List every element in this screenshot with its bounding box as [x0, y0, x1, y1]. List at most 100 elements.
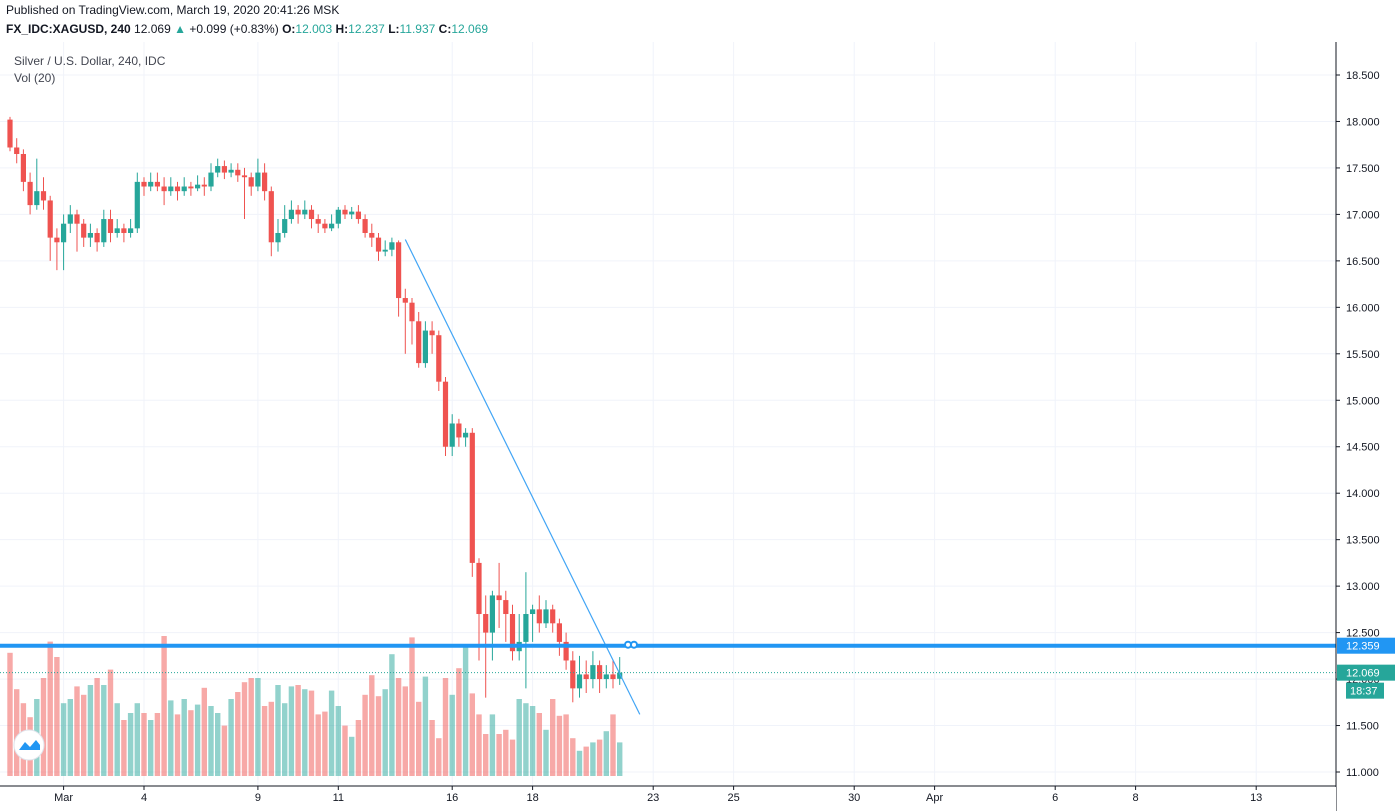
- candle[interactable]: [128, 219, 134, 238]
- candle[interactable]: [449, 414, 455, 457]
- candle[interactable]: [530, 604, 536, 642]
- candle[interactable]: [241, 167, 248, 220]
- candle[interactable]: [543, 600, 549, 628]
- candle[interactable]: [489, 590, 495, 661]
- candle[interactable]: [27, 172, 33, 215]
- volume-study-label[interactable]: Vol (20): [14, 71, 56, 85]
- candle[interactable]: [603, 665, 609, 689]
- candle[interactable]: [81, 219, 87, 247]
- candle[interactable]: [161, 177, 167, 206]
- candle[interactable]: [181, 177, 187, 196]
- candle[interactable]: [536, 595, 542, 633]
- candle[interactable]: [268, 186, 274, 257]
- candle[interactable]: [503, 590, 509, 642]
- candle[interactable]: [369, 223, 375, 247]
- candle[interactable]: [262, 163, 268, 201]
- horizontal-line-price-tag[interactable]: [1337, 637, 1395, 654]
- candle[interactable]: [610, 660, 616, 689]
- trendline[interactable]: [404, 239, 641, 715]
- candle[interactable]: [442, 377, 449, 457]
- candle[interactable]: [67, 205, 73, 233]
- candle[interactable]: [563, 632, 569, 670]
- candle[interactable]: [40, 177, 47, 210]
- candle[interactable]: [389, 237, 395, 257]
- candle[interactable]: [469, 428, 475, 577]
- candle[interactable]: [215, 158, 221, 178]
- candle[interactable]: [496, 562, 502, 628]
- candle[interactable]: [288, 200, 294, 224]
- candle[interactable]: [570, 651, 576, 703]
- time-axis[interactable]: Mar 4 9 11 16 18 23 25 30 Apr 6 8 13: [0, 785, 1336, 811]
- candlesticks[interactable]: [7, 116, 623, 703]
- candle[interactable]: [523, 572, 529, 689]
- candle[interactable]: [188, 181, 194, 196]
- candle[interactable]: [34, 158, 40, 210]
- candle[interactable]: [362, 214, 368, 238]
- candle[interactable]: [228, 163, 234, 178]
- candle[interactable]: [201, 177, 207, 196]
- candle[interactable]: [583, 660, 589, 694]
- candle[interactable]: [134, 172, 140, 233]
- candle[interactable]: [7, 116, 13, 152]
- candle[interactable]: [436, 330, 442, 391]
- candle[interactable]: [14, 138, 20, 164]
- candle[interactable]: [476, 558, 482, 661]
- candle[interactable]: [141, 177, 147, 196]
- candle[interactable]: [416, 311, 422, 368]
- candle[interactable]: [282, 205, 288, 238]
- candle[interactable]: [295, 205, 301, 224]
- candle[interactable]: [107, 209, 114, 243]
- candle[interactable]: [335, 206, 341, 229]
- candle[interactable]: [349, 206, 355, 220]
- candle[interactable]: [208, 163, 214, 192]
- candle[interactable]: [355, 205, 361, 224]
- candle[interactable]: [87, 223, 93, 247]
- candle[interactable]: [54, 228, 60, 271]
- candle[interactable]: [429, 321, 435, 354]
- candle[interactable]: [154, 172, 160, 192]
- candle[interactable]: [396, 240, 402, 317]
- candle[interactable]: [422, 321, 428, 368]
- candle[interactable]: [463, 428, 469, 447]
- candle[interactable]: [597, 660, 603, 694]
- candle[interactable]: [576, 655, 583, 698]
- candle[interactable]: [409, 298, 415, 345]
- candle[interactable]: [382, 240, 388, 257]
- candle[interactable]: [255, 158, 261, 192]
- candle[interactable]: [329, 214, 335, 232]
- candle[interactable]: [275, 219, 281, 252]
- candle[interactable]: [315, 214, 321, 233]
- candle[interactable]: [94, 228, 100, 252]
- candle[interactable]: [148, 172, 154, 192]
- candle[interactable]: [74, 209, 80, 252]
- series-title[interactable]: Silver / U.S. Dollar, 240, IDC: [14, 54, 166, 68]
- candle[interactable]: [516, 614, 522, 661]
- candle[interactable]: [47, 195, 53, 261]
- candle[interactable]: [322, 219, 328, 233]
- candle[interactable]: [456, 418, 462, 447]
- candle[interactable]: [235, 163, 241, 182]
- candle[interactable]: [121, 223, 127, 243]
- candle[interactable]: [402, 288, 408, 354]
- candle[interactable]: [308, 205, 315, 229]
- candle[interactable]: [590, 651, 596, 689]
- tradingview-logo-icon[interactable]: [13, 729, 45, 761]
- candle[interactable]: [61, 214, 67, 271]
- line-handle[interactable]: [630, 640, 638, 649]
- candle[interactable]: [342, 205, 348, 220]
- price-axis[interactable]: 18.500 18.000 17.500 17.000 16.500 16.000 15.5…: [1335, 42, 1395, 811]
- candle[interactable]: [556, 618, 562, 656]
- candle[interactable]: [617, 657, 623, 685]
- candle[interactable]: [174, 181, 181, 201]
- candle[interactable]: [221, 160, 227, 180]
- candle[interactable]: [101, 209, 107, 247]
- candle[interactable]: [375, 232, 382, 261]
- candle[interactable]: [509, 604, 516, 661]
- candle[interactable]: [20, 149, 26, 192]
- candle[interactable]: [550, 604, 556, 633]
- candle[interactable]: [114, 219, 120, 238]
- candle[interactable]: [168, 177, 174, 196]
- candle[interactable]: [248, 172, 254, 196]
- symbol-label[interactable]: FX_IDC:XAGUSD, 240: [6, 22, 131, 36]
